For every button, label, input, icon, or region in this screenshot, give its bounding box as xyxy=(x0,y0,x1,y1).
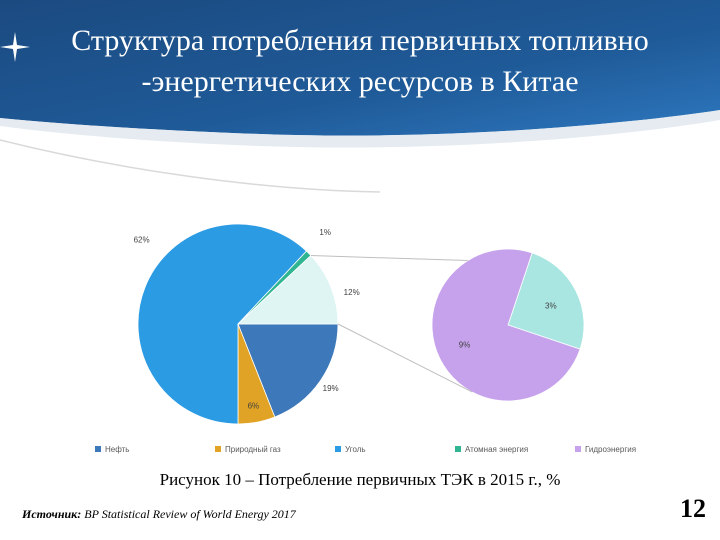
source-note: Источник: BP Statistical Review of World… xyxy=(22,507,296,522)
secondary-slice-0 xyxy=(507,252,585,350)
pie-slice-4 xyxy=(236,254,339,325)
data-label-4: 12% xyxy=(344,288,360,297)
slide-header: Структура потребления первичных топливно… xyxy=(0,0,720,200)
slide-title: Структура потребления первичных топливно… xyxy=(0,20,720,102)
figure-caption: Рисунок 10 – Потребление первичных ТЭК в… xyxy=(159,470,561,489)
legend: Нефть Природный газ Уголь Атомная энергия Ги… xyxy=(95,445,636,454)
source-text: BP Statistical Review of World Energy 20… xyxy=(81,507,296,521)
title-line-2: -энергетических ресурсов в Китае xyxy=(141,65,579,98)
page-number: 12 xyxy=(680,494,706,523)
secondary-pie xyxy=(431,248,585,402)
legend-swatch-4 xyxy=(575,446,581,452)
pie-connector-lines xyxy=(310,255,473,393)
pie-slice-2 xyxy=(137,223,308,425)
title-line-1: Структура потребления первичных топливно xyxy=(71,24,649,57)
pie-slice-0 xyxy=(237,323,339,418)
header-background xyxy=(0,0,720,193)
connector-line-bottom xyxy=(337,323,473,393)
legend-label-0: Нефть xyxy=(105,445,129,454)
secondary-label-1: 9% xyxy=(459,341,471,350)
main-pie xyxy=(137,223,339,425)
data-label-1: 6% xyxy=(248,402,260,411)
legend-label-2: Уголь xyxy=(345,445,366,454)
data-label-3: 1% xyxy=(319,228,331,237)
legend-label-3: Атомная энергия xyxy=(465,445,528,454)
legend-swatch-2 xyxy=(335,446,341,452)
legend-label-1: Природный газ xyxy=(225,445,281,454)
sparkle-icon xyxy=(0,32,30,62)
legend-label-4: Гидроэнергия xyxy=(585,445,636,454)
legend-swatch-1 xyxy=(215,446,221,452)
connector-line-top xyxy=(310,255,468,262)
secondary-slice-1 xyxy=(431,248,581,402)
data-label-0: 19% xyxy=(323,384,339,393)
data-labels: 19% 6% 62% 1% 12% 3% 9% xyxy=(134,228,557,411)
secondary-label-0: 3% xyxy=(545,302,557,311)
legend-swatch-0 xyxy=(95,446,101,452)
source-label: Источник: xyxy=(22,507,82,521)
legend-swatch-3 xyxy=(455,446,461,452)
data-label-2: 62% xyxy=(134,236,150,245)
